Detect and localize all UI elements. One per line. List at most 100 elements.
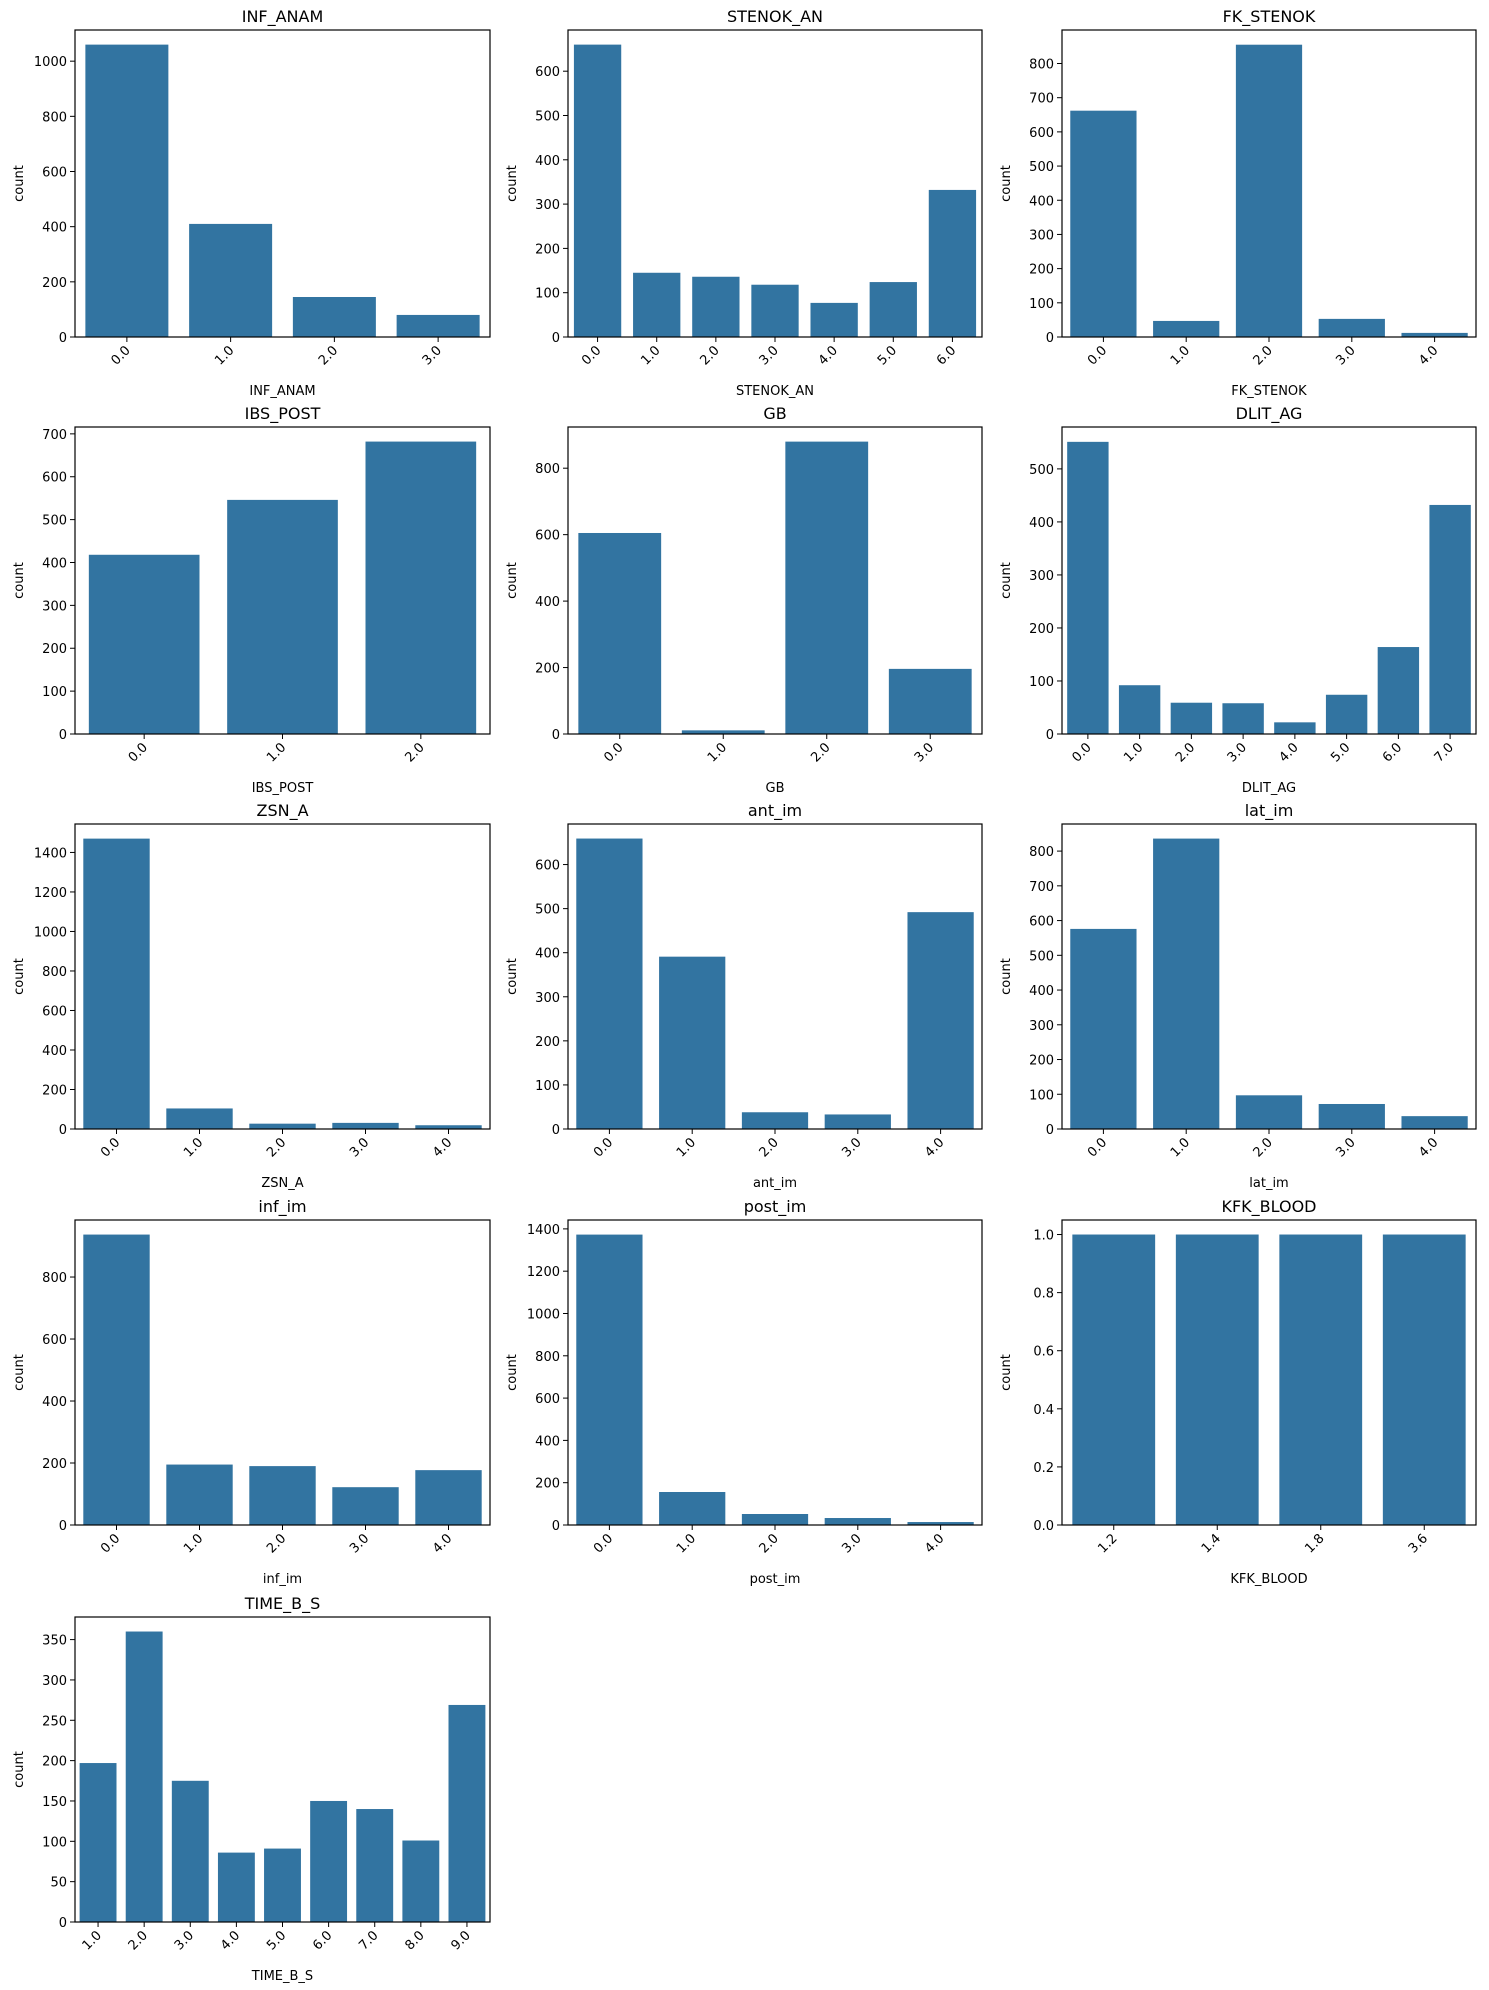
y-tick-label: 400 [535, 154, 560, 169]
x-tick-label: 9.0 [449, 1928, 474, 1953]
x-tick-label: 4.0 [1276, 740, 1301, 765]
x-tick-label: 7.0 [1432, 740, 1457, 765]
x-tick-label: 4.0 [218, 1928, 243, 1953]
subplot-inf_im: 0 200 400 600 800 0.0 1.0 2.0 3.0 4.0 inf_im inf_im… [12, 1197, 491, 1587]
y-tick-label: 300 [1029, 1019, 1054, 1034]
y-tick-label: 400 [42, 221, 67, 236]
y-tick-label: 800 [42, 110, 67, 125]
y-tick-label: 600 [535, 859, 560, 874]
bar [1401, 1116, 1468, 1129]
y-axis-label: count [505, 958, 520, 995]
subplot-ZSN_A: 0 200 400 600 800 1000 1200 1400 0.0 1.0 2.0 3.0 4.0… [12, 801, 491, 1191]
bar [396, 314, 480, 337]
bar [869, 282, 917, 337]
bar [1429, 504, 1471, 734]
x-tick-label: 5.0 [1328, 740, 1353, 765]
subplot-title: FK_STENOK [1223, 7, 1316, 27]
subplot-lat_im: 0 100 200 300 400 500 600 700 800 0.0 1.0 2.0 3.0 4.0… [999, 801, 1477, 1191]
y-tick-label: 600 [535, 65, 560, 80]
x-tick-label: 2.0 [757, 1135, 782, 1160]
x-tick-label: 0.0 [126, 740, 151, 765]
subplot-title: post_im [744, 1197, 807, 1217]
bar [227, 499, 338, 734]
y-tick-label: 150 [42, 1795, 67, 1810]
y-axis-label: count [12, 1751, 27, 1788]
subplot-title: inf_im [258, 1197, 306, 1217]
y-tick-label: 800 [42, 1271, 67, 1286]
y-axis-label: count [999, 562, 1014, 599]
x-axis-label: KFK_BLOOD [1230, 1572, 1307, 1587]
bar [332, 1487, 399, 1525]
x-tick-label: 3.0 [420, 343, 445, 368]
bar [1175, 1234, 1259, 1525]
y-tick-label: 300 [42, 599, 67, 614]
bar [365, 441, 477, 734]
y-tick-label: 500 [535, 109, 560, 124]
x-tick-label: 6.0 [310, 1928, 335, 1953]
x-tick-label: 0.0 [98, 1135, 123, 1160]
bar [888, 668, 972, 734]
bar [1067, 441, 1109, 734]
x-axis-label: IBS_POST [252, 781, 314, 796]
y-tick-label: 400 [42, 1395, 67, 1410]
bar [578, 532, 662, 734]
y-tick-label: 400 [1029, 984, 1054, 999]
y-tick-label: 400 [1029, 194, 1054, 209]
bar [1170, 702, 1213, 734]
x-axis-label: lat_im [1249, 1176, 1288, 1191]
x-tick-label: 4.0 [922, 1135, 947, 1160]
y-axis-label: count [505, 165, 520, 202]
bar [810, 302, 858, 337]
bar [576, 838, 643, 1129]
x-axis-label: INF_ANAM [249, 384, 315, 399]
bar [1070, 110, 1137, 337]
x-tick-label: 5.0 [264, 1928, 289, 1953]
bar [824, 1518, 891, 1525]
y-tick-label: 600 [42, 1333, 67, 1348]
bar [1377, 647, 1420, 734]
y-axis-label: count [12, 1354, 27, 1391]
bar [292, 297, 376, 337]
y-tick-label: 600 [1029, 915, 1054, 930]
x-tick-label: 3.0 [347, 1531, 372, 1556]
x-tick-label: 1.0 [181, 1135, 206, 1160]
y-tick-label: 200 [535, 1477, 560, 1492]
y-tick-label: 500 [1029, 160, 1054, 175]
x-tick-label: 6.0 [1380, 740, 1405, 765]
y-tick-label: 350 [42, 1634, 67, 1649]
y-tick-label: 300 [1029, 228, 1054, 243]
x-tick-label: 2.0 [1251, 1135, 1276, 1160]
x-tick-label: 2.0 [697, 343, 722, 368]
bar [824, 1114, 891, 1129]
y-tick-label: 400 [535, 595, 560, 610]
y-tick-label: 800 [535, 462, 560, 477]
y-tick-label: 400 [42, 556, 67, 571]
y-tick-label: 300 [1029, 569, 1054, 584]
x-axis-label: STENOK_AN [736, 384, 814, 399]
y-tick-label: 0.0 [1033, 1519, 1054, 1534]
x-axis-label: inf_im [263, 1572, 302, 1587]
subplot-title: ant_im [748, 801, 802, 821]
y-tick-label: 600 [1029, 126, 1054, 141]
subplot-KFK_BLOOD: 0.0 0.2 0.4 0.6 0.8 1.0 1.2 1.4 1.8 3.6 KFK_BLOOD K… [999, 1197, 1477, 1587]
subplot-title: IBS_POST [245, 404, 321, 424]
bar [310, 1800, 348, 1922]
x-tick-label: 0.0 [591, 1135, 616, 1160]
bar [692, 276, 740, 337]
bar [751, 284, 799, 337]
bar [125, 1631, 163, 1922]
y-tick-label: 0 [59, 1123, 67, 1138]
bar [1072, 1234, 1156, 1525]
bar [85, 44, 169, 337]
y-tick-label: 0 [552, 1519, 560, 1534]
y-axis-label: count [999, 958, 1014, 995]
x-tick-label: 3.0 [757, 343, 782, 368]
bar [249, 1466, 316, 1525]
x-tick-label: 4.0 [1416, 343, 1441, 368]
y-tick-label: 200 [42, 642, 67, 657]
y-tick-label: 0 [1046, 728, 1054, 743]
y-tick-label: 0 [59, 331, 67, 346]
x-tick-label: 0.0 [1069, 740, 1094, 765]
y-tick-label: 400 [42, 1044, 67, 1059]
x-tick-label: 8.0 [402, 1928, 427, 1953]
